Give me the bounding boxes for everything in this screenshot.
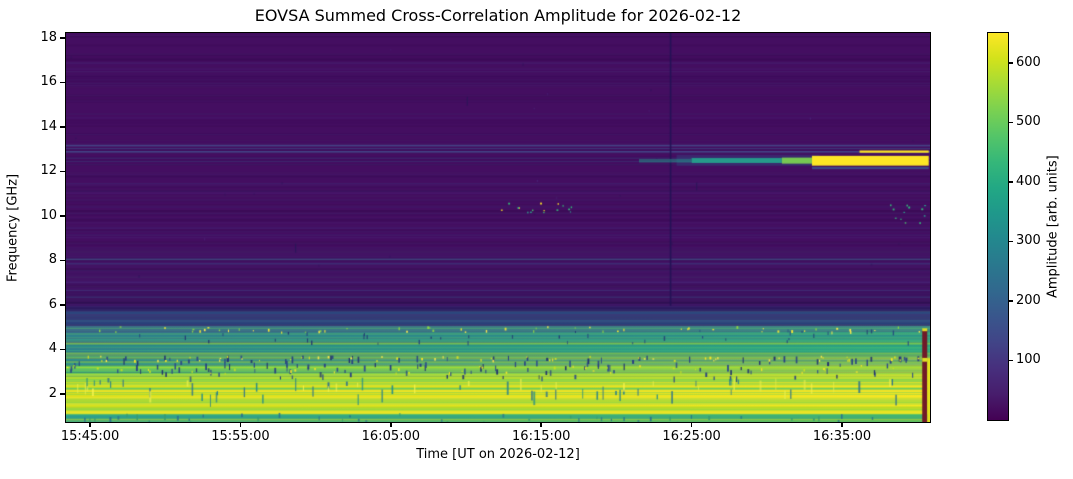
chart-title: EOVSA Summed Cross-Correlation Amplitude… <box>254 6 742 25</box>
y-tick-label: 4 <box>48 341 57 357</box>
y-tick-label: 14 <box>40 118 57 134</box>
colorbar-tick-label: 200 <box>1016 292 1041 308</box>
y-tick-mark <box>60 126 65 128</box>
y-tick-mark <box>60 259 65 262</box>
y-tick-mark <box>60 348 65 351</box>
y-tick-label: 18 <box>40 29 57 45</box>
x-tick-mark <box>89 423 91 427</box>
y-axis-label: Frequency [GHz] <box>5 173 21 282</box>
y-tick-label: 10 <box>40 207 57 223</box>
colorbar-tick-mark <box>1009 359 1013 362</box>
spectrogram-heatmap <box>66 33 930 422</box>
y-tick-mark <box>60 304 65 306</box>
colorbar-tick-label: 400 <box>1016 173 1041 189</box>
x-tick-mark <box>690 423 693 427</box>
y-tick-label: 6 <box>48 296 57 312</box>
colorbar <box>987 32 1009 421</box>
x-tick-label: 15:45:00 <box>60 429 120 444</box>
colorbar-tick-label: 500 <box>1016 114 1041 130</box>
x-tick-label: 16:05:00 <box>361 429 421 444</box>
x-tick-label: 16:35:00 <box>812 429 872 444</box>
colorbar-tick-label: 100 <box>1016 352 1041 368</box>
x-tick-mark <box>540 423 542 427</box>
x-tick-label: 16:15:00 <box>512 429 571 444</box>
x-tick-label: 16:25:00 <box>662 429 721 444</box>
y-tick-label: 16 <box>40 74 57 90</box>
x-tick-mark <box>239 423 242 427</box>
y-tick-label: 2 <box>48 385 57 401</box>
colorbar-tick-mark <box>1009 181 1013 183</box>
x-tick-mark <box>390 423 392 427</box>
colorbar-tick-label: 600 <box>1016 54 1041 70</box>
plot-area <box>65 32 931 423</box>
x-tick-label: 15:55:00 <box>211 429 270 444</box>
x-axis-label: Time [UT on 2026-02-12] <box>416 447 580 462</box>
colorbar-tick-mark <box>1009 240 1013 243</box>
y-tick-mark <box>60 393 65 395</box>
colorbar-tick-label: 300 <box>1016 233 1041 249</box>
y-tick-mark <box>60 215 65 217</box>
x-tick-mark <box>841 423 843 427</box>
y-tick-label: 8 <box>48 252 57 268</box>
colorbar-tick-mark <box>1009 62 1013 64</box>
y-tick-mark <box>60 170 65 173</box>
y-tick-label: 12 <box>40 163 57 179</box>
colorbar-tick-mark <box>1009 300 1013 302</box>
y-tick-mark <box>60 81 65 84</box>
y-tick-mark <box>60 37 65 39</box>
colorbar-tick-mark <box>1009 121 1013 124</box>
